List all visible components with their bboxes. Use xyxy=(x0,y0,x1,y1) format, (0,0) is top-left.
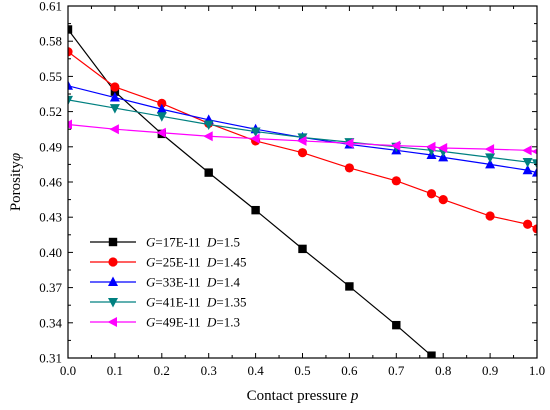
y-axis-title-var: φ xyxy=(8,153,24,161)
data-point xyxy=(157,98,167,108)
series-3 xyxy=(68,80,537,177)
data-point xyxy=(485,158,496,169)
data-point xyxy=(484,144,495,155)
x-tick-label: 0.9 xyxy=(482,363,498,378)
data-point xyxy=(156,103,167,114)
data-point xyxy=(110,87,120,96)
y-axis-title-text: Porosity xyxy=(8,161,24,212)
x-axis-title: Contact pressure p xyxy=(247,388,359,404)
series-1 xyxy=(68,25,436,358)
y-axis-title: Porosityφ xyxy=(8,153,24,211)
data-point xyxy=(437,142,448,153)
data-point xyxy=(250,133,260,144)
legend-item: G=33E-11 D=1.4 xyxy=(90,275,240,290)
data-point xyxy=(251,205,260,215)
ticks-layer: 0.0 0.1 0.2 0.3 0.4 0.5 0.6 0.7 0.8 0.9 1.0 0.31 0.3… xyxy=(39,0,545,378)
data-point xyxy=(523,219,533,229)
data-point xyxy=(250,127,261,138)
x-axis-title-var: p xyxy=(350,388,359,404)
data-point xyxy=(426,189,437,199)
data-point xyxy=(298,244,307,254)
data-point xyxy=(427,351,436,358)
y-tick-label: 0.40 xyxy=(39,245,62,260)
y-tick-label: 0.46 xyxy=(39,175,62,190)
legend-item: G=17E-11 D=1.5 xyxy=(90,235,240,250)
x-axis-title-text: Contact pressure xyxy=(247,388,351,404)
data-point xyxy=(344,163,354,173)
data-point xyxy=(522,164,533,175)
data-point xyxy=(485,211,495,221)
x-tick-label: 0.0 xyxy=(60,363,76,378)
y-tick-label: 0.34 xyxy=(39,315,62,330)
series-2 xyxy=(68,47,537,234)
data-point xyxy=(522,145,532,156)
legend-item: G=25E-11 D=1.45 xyxy=(90,255,247,270)
y-tick-label: 0.58 xyxy=(39,34,62,49)
data-point xyxy=(109,124,119,135)
x-tick-label: 0.1 xyxy=(107,363,123,378)
y-tick-label: 0.31 xyxy=(39,351,62,366)
legend-label: G=33E-11 D=1.4 xyxy=(146,275,240,290)
y-tick-label: 0.52 xyxy=(39,104,62,119)
plot-frame xyxy=(67,5,538,359)
data-point xyxy=(109,92,120,102)
x-tick-label: 0.8 xyxy=(435,363,451,378)
y-tick-label: 0.37 xyxy=(39,280,62,295)
legend-label: G=25E-11 D=1.45 xyxy=(146,255,247,270)
data-point xyxy=(522,158,533,168)
data-point xyxy=(390,140,401,151)
data-point xyxy=(68,25,73,34)
x-tick-label: 0.7 xyxy=(388,363,405,378)
data-point xyxy=(391,176,401,186)
legend-label: G=41E-11 D=1.35 xyxy=(146,295,247,310)
data-point xyxy=(392,320,401,330)
data-point xyxy=(68,95,73,106)
data-point xyxy=(156,127,166,138)
legend-item: G=41E-11 D=1.35 xyxy=(90,295,247,310)
data-point xyxy=(68,80,73,90)
data-point xyxy=(109,104,120,114)
legend-label: G=17E-11 D=1.5 xyxy=(146,235,240,250)
x-tick-label: 0.6 xyxy=(341,363,358,378)
data-point xyxy=(532,167,537,177)
data-point xyxy=(203,131,213,142)
data-point xyxy=(485,153,496,163)
y-tick-label: 0.61 xyxy=(39,0,62,14)
x-tick-label: 0.5 xyxy=(294,363,310,378)
data-point xyxy=(425,141,436,152)
data-point xyxy=(297,135,307,146)
series-line xyxy=(68,85,537,174)
legend-item: G=49E-11 D=1.3 xyxy=(90,315,240,330)
legend-marker xyxy=(107,317,117,327)
series-layer xyxy=(68,25,537,358)
data-point xyxy=(343,138,354,149)
data-point xyxy=(68,47,73,57)
legend-marker xyxy=(108,298,118,308)
y-tick-label: 0.55 xyxy=(39,69,62,84)
data-point xyxy=(203,120,214,131)
legend-marker xyxy=(108,237,118,247)
y-tick-label: 0.49 xyxy=(39,139,62,154)
legend-marker xyxy=(108,276,118,286)
legend-marker xyxy=(108,257,118,267)
x-tick-label: 0.4 xyxy=(247,363,264,378)
data-point xyxy=(345,282,354,291)
x-tick-label: 0.3 xyxy=(201,363,217,378)
y-tick-label: 0.43 xyxy=(39,210,62,225)
x-tick-label: 0.2 xyxy=(154,363,170,378)
data-point xyxy=(532,224,537,234)
series-5 xyxy=(68,119,537,156)
data-point xyxy=(531,148,537,155)
x-tick-label: 1.0 xyxy=(529,363,545,378)
legend-label: G=49E-11 D=1.3 xyxy=(146,315,240,330)
data-point xyxy=(204,168,213,177)
data-point xyxy=(438,195,448,205)
data-point xyxy=(156,112,167,122)
data-point xyxy=(297,148,308,158)
legend: G=17E-11 D=1.5 G=25E-11 D=1.45 G=33E-11 D=… xyxy=(90,235,247,330)
series-line xyxy=(68,29,432,357)
data-point xyxy=(68,119,72,130)
data-point xyxy=(110,82,120,92)
